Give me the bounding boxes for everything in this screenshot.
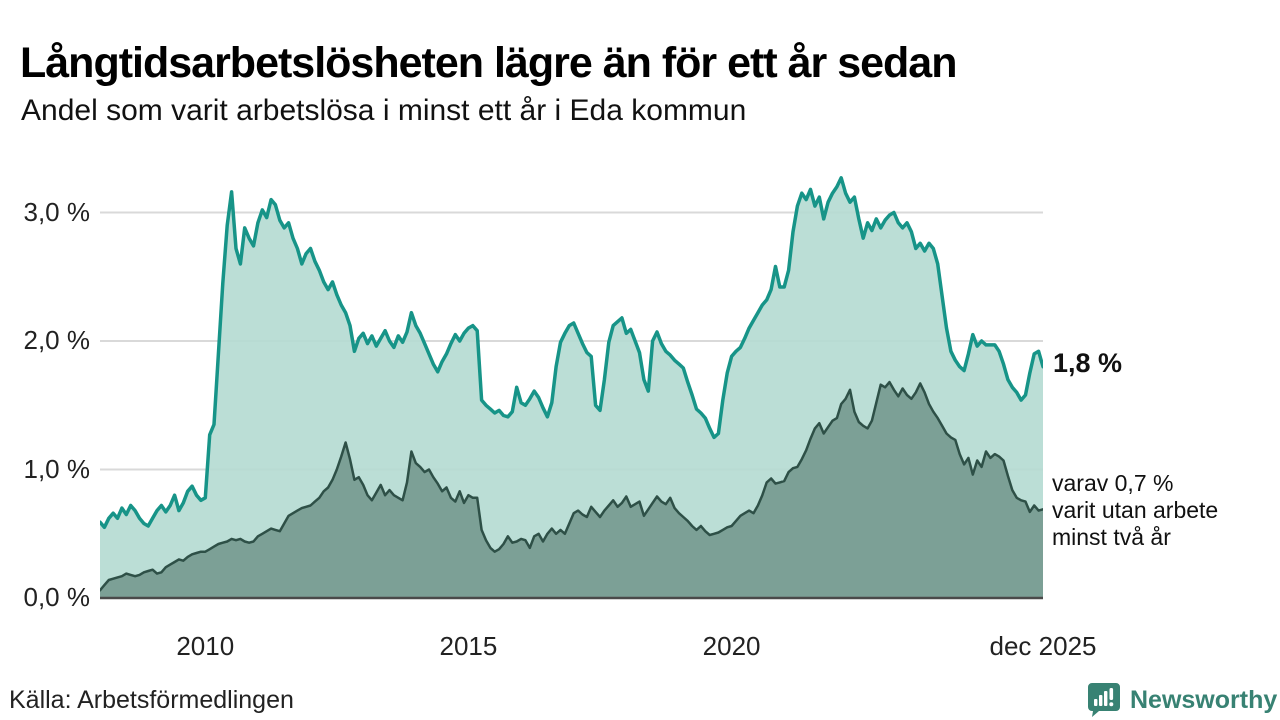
x-axis-tick-label: dec 2025 [989, 631, 1097, 661]
chart-subtitle: Andel som varit arbetslösa i minst ett å… [21, 94, 747, 127]
secondary-value-line: varit utan arbete [1052, 497, 1219, 523]
unemployment-area-chart: 0,0 % 1,0 % 2,0 % 3,0 % 2010 2015 2020 dec 202… [0, 160, 1280, 680]
x-axis-tick-label: 2020 [702, 631, 761, 661]
newsworthy-wordmark: Newsworthy [1130, 685, 1278, 714]
bar-chart-speech-bubble-icon [1088, 683, 1120, 717]
latest-value-label: 1,8 % [1053, 348, 1123, 378]
y-axis-tick-label: 1,0 % [23, 453, 91, 484]
y-axis-tick-label: 3,0 % [23, 196, 91, 227]
secondary-value-line: varav 0,7 % [1052, 470, 1174, 496]
x-axis-tick-label: 2010 [176, 631, 235, 661]
plot-canvas [100, 176, 1043, 600]
secondary-value-label: varav 0,7 % varit utan arbete minst två … [1052, 470, 1218, 551]
newsworthy-logo: Newsworthy [1085, 680, 1277, 718]
y-axis-tick-label: 0,0 % [23, 582, 91, 612]
y-axis-tick-label: 2,0 % [23, 325, 91, 355]
area-line-one-year [100, 176, 1043, 530]
area-line-two-years [100, 380, 1043, 592]
area-fill-two-years [100, 382, 1043, 598]
source-attribution: Källa: Arbetsförmedlingen [9, 686, 294, 714]
x-axis-tick-label: 2015 [439, 631, 498, 661]
secondary-value-line: minst två år [1052, 524, 1171, 550]
page-title: Långtidsarbetslösheten lägre än för ett … [20, 38, 957, 87]
